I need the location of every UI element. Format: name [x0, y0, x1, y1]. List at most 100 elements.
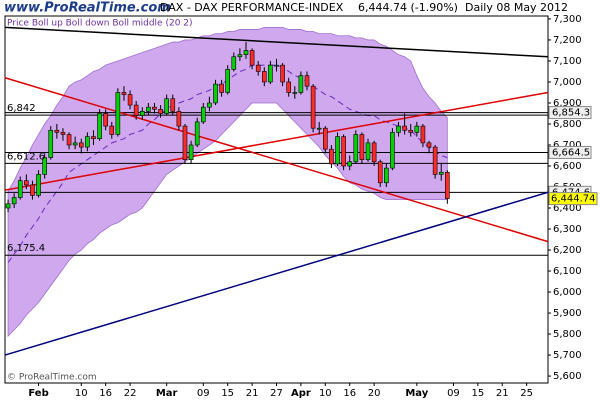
copyright: © ProRealTime.com	[7, 373, 97, 383]
candle-body	[17, 180, 23, 198]
x-tick-label: 21	[246, 388, 259, 399]
x-tick-label: 25	[520, 388, 533, 399]
trendline	[4, 191, 549, 356]
candle-body	[78, 142, 84, 148]
candle-body	[176, 111, 182, 127]
candle-body	[426, 142, 432, 148]
candle-body	[200, 106, 206, 123]
y-tick-label: 7,100	[553, 56, 582, 67]
level-label: 6,664.5	[552, 147, 590, 158]
y-tick-label: 6,000	[553, 287, 582, 298]
candle-body	[231, 56, 237, 70]
candle-body	[341, 136, 346, 167]
candle-body	[359, 134, 365, 160]
y-tick-label: 6,900	[553, 98, 582, 109]
y-tick-label: 6,700	[553, 140, 582, 151]
candle-body	[432, 146, 438, 175]
y-tick-label: 7,300	[553, 14, 582, 25]
y-tick-label: 7,200	[553, 35, 582, 46]
x-tick-label: May	[405, 388, 428, 399]
candle-body	[121, 92, 127, 95]
y-tick-label: 6,800	[553, 119, 582, 130]
candle-body	[292, 92, 298, 94]
chart-title: DAX - DAX PERFORMANCE-INDEX	[160, 1, 344, 14]
candle-body	[274, 64, 279, 67]
candle-body	[329, 148, 334, 165]
candle-body	[182, 125, 188, 160]
candle-body	[225, 69, 230, 93]
candle-body	[280, 64, 285, 83]
plot-area	[4, 26, 549, 356]
candle-body	[402, 125, 407, 131]
candle-body	[335, 136, 340, 165]
candle-body	[298, 75, 304, 93]
y-tick-label: 6,400	[553, 203, 582, 214]
candle-body	[243, 50, 249, 55]
y-tick-label: 5,900	[553, 308, 582, 319]
last-price-box	[548, 192, 598, 206]
candle-body	[30, 184, 35, 196]
y-tick-label: 6,300	[553, 224, 582, 235]
candle-body	[152, 106, 157, 110]
y-tick-label: 6,200	[553, 245, 582, 256]
candle-body	[377, 161, 383, 184]
candle-body	[54, 129, 60, 133]
candle-body	[237, 54, 243, 58]
candle-body	[133, 104, 139, 116]
y-tick-label: 6,600	[553, 161, 582, 172]
candle-body	[249, 50, 255, 66]
candle-body	[384, 167, 389, 184]
x-tick-label: Apr	[291, 388, 311, 399]
period: Daily 08 May 2012	[465, 1, 568, 14]
x-tick-label: 15	[471, 388, 484, 399]
candle-body	[396, 125, 401, 133]
candle-body	[390, 132, 395, 169]
trendline	[4, 77, 549, 243]
candle-body	[164, 98, 169, 114]
candle-body	[127, 94, 133, 106]
x-tick-label: Feb	[28, 388, 48, 399]
level-label: 6,175.4	[7, 243, 45, 254]
candle-body	[261, 71, 267, 83]
y-tick-label: 6,100	[553, 266, 582, 277]
x-tick-label: 09	[447, 388, 460, 399]
candle-body	[24, 180, 29, 186]
candle-body	[310, 85, 316, 129]
candle-body	[103, 113, 108, 127]
candle-body	[139, 111, 145, 116]
candle-body	[158, 108, 163, 114]
candle-body	[97, 113, 102, 139]
candle-body	[414, 125, 420, 133]
candle-body	[146, 106, 151, 112]
x-tick-label: Mar	[156, 388, 178, 399]
candle-body	[304, 75, 310, 87]
y-tick-label: 5,700	[553, 350, 582, 361]
y-tick-label: 5,800	[553, 329, 582, 340]
candle-body	[323, 127, 328, 150]
candle-body	[255, 64, 261, 72]
candle-body	[11, 197, 17, 205]
candle-body	[109, 125, 115, 135]
candle-body	[371, 142, 377, 163]
x-tick-label: 27	[270, 388, 283, 399]
candle-body	[115, 92, 121, 135]
x-tick-label: 21	[496, 388, 509, 399]
level-box	[548, 106, 592, 120]
candle-body	[60, 132, 66, 135]
trendline	[4, 26, 549, 58]
y-tick-label: 7,000	[553, 77, 582, 88]
x-tick-label: 22	[124, 388, 137, 399]
x-tick-label: 16	[343, 388, 356, 399]
candle-body	[365, 142, 371, 160]
level-label: 6,842	[7, 103, 36, 114]
candle-body	[268, 64, 273, 83]
price-change: 6,444.74 (-1.90%)	[358, 1, 458, 14]
legend: Price Boll up Boll down Boll middle (20 …	[7, 19, 193, 29]
candle-body	[188, 144, 194, 160]
candle-body	[5, 203, 11, 209]
candle-body	[347, 161, 353, 167]
candle-body	[219, 83, 224, 93]
candle-body	[353, 134, 359, 163]
candle-body	[48, 129, 54, 158]
